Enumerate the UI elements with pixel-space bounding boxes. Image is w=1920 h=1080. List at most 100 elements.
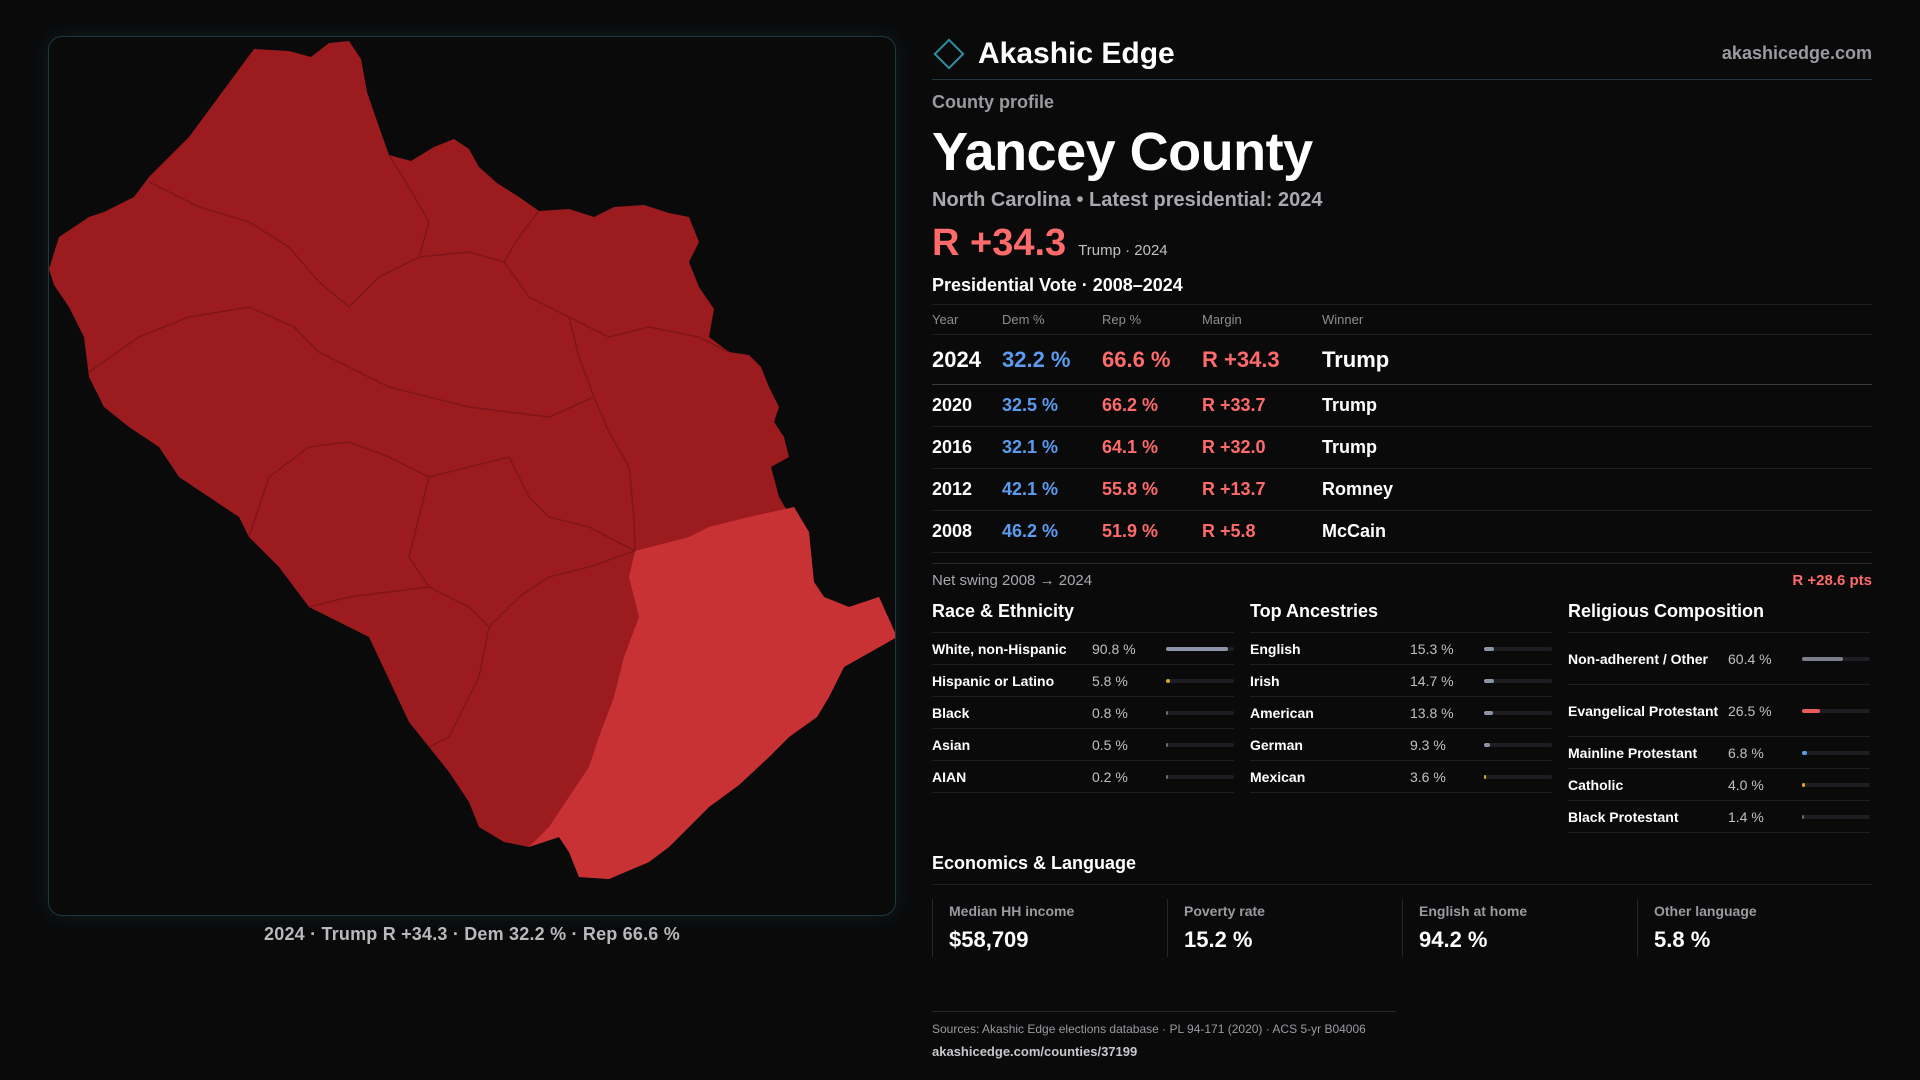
brand[interactable]: Akashic Edge xyxy=(932,37,1175,71)
cell-rep: 66.6 % xyxy=(1102,334,1202,385)
race-ethnicity-section: Race & Ethnicity White, non-Hispanic 90.… xyxy=(932,601,1234,833)
item-bar xyxy=(1166,710,1234,715)
item-label: White, non-Hispanic xyxy=(932,640,1067,657)
item-bar-fill xyxy=(1802,782,1805,787)
table-header-row: Year Dem % Rep % Margin Winner xyxy=(932,304,1872,335)
item-bar xyxy=(1484,646,1552,651)
latest-margin: R +34.3 Trump · 2024 xyxy=(932,222,1872,265)
list-item: Evangelical Protestant 26.5 % xyxy=(1568,685,1870,737)
list-item: AIAN 0.2 % xyxy=(932,761,1234,793)
item-bar xyxy=(1166,774,1234,779)
list-item: Hispanic or Latino 5.8 % xyxy=(932,665,1234,697)
table-row: 2012 42.1 % 55.8 % R +13.7 Romney xyxy=(932,468,1872,511)
item-label: Black Protestant xyxy=(1568,808,1679,825)
map-caption: 2024 · Trump R +34.3 · Dem 32.2 % · Rep … xyxy=(264,924,680,944)
item-bar xyxy=(1802,750,1870,755)
cell-year: 2024 xyxy=(932,334,1002,385)
item-label: AIAN xyxy=(932,768,967,785)
item-value: 0.5 % xyxy=(1092,736,1128,753)
item-value: 1.4 % xyxy=(1728,808,1764,825)
cell-dem: 32.2 % xyxy=(1002,334,1102,385)
item-value: 13.8 % xyxy=(1410,704,1454,721)
item-bar xyxy=(1166,678,1234,683)
stat-card: English at home 94.2 % xyxy=(1402,899,1637,957)
list-item: Asian 0.5 % xyxy=(932,729,1234,761)
stat-card: Poverty rate 15.2 % xyxy=(1167,899,1402,957)
list-item: Mexican 3.6 % xyxy=(1250,761,1552,793)
item-label: Hispanic or Latino xyxy=(932,672,1055,689)
cell-margin: R +33.7 xyxy=(1202,384,1322,427)
brand-header: Akashic Edge akashicedge.com xyxy=(932,28,1872,80)
cell-dem: 42.1 % xyxy=(1002,468,1102,511)
item-bar-fill xyxy=(1484,710,1494,715)
item-bar-fill xyxy=(1166,646,1228,651)
item-value: 5.8 % xyxy=(1092,672,1128,689)
item-bar xyxy=(1802,814,1870,819)
item-label: Evangelical Protestant xyxy=(1568,702,1719,719)
presidential-vote-table: Year Dem % Rep % Margin Winner 2024 32.2… xyxy=(932,304,1872,553)
item-value: 90.8 % xyxy=(1092,640,1136,657)
item-bar xyxy=(1802,708,1870,713)
sources-text: Sources: Akashic Edge elections database… xyxy=(932,1022,1366,1036)
item-bar-fill xyxy=(1166,774,1169,779)
list-item: German 9.3 % xyxy=(1250,729,1552,761)
cell-dem: 46.2 % xyxy=(1002,510,1102,553)
item-bar-fill xyxy=(1802,708,1821,713)
cell-year: 2020 xyxy=(932,384,1002,427)
religion-title: Religious Composition xyxy=(1568,601,1870,633)
latest-margin-note: Trump · 2024 xyxy=(1078,242,1168,259)
stat-label: Other language xyxy=(1654,903,1757,919)
cell-margin: R +13.7 xyxy=(1202,468,1322,511)
item-value: 14.7 % xyxy=(1410,672,1454,689)
stat-value: 15.2 % xyxy=(1184,927,1253,952)
economics-title: Economics & Language xyxy=(932,853,1872,885)
cell-dem: 32.5 % xyxy=(1002,384,1102,427)
item-bar xyxy=(1166,742,1234,747)
ancestries-section: Top Ancestries English 15.3 % Irish 14.7… xyxy=(1250,601,1552,833)
source-url-link[interactable]: akashicedge.com/counties/37199 xyxy=(932,1044,1138,1059)
item-bar-fill xyxy=(1484,774,1487,779)
table-row: 2016 32.1 % 64.1 % R +32.0 Trump xyxy=(932,426,1872,469)
item-label: Mainline Protestant xyxy=(1568,744,1698,761)
item-label: Mexican xyxy=(1250,768,1306,785)
eyebrow: County profile xyxy=(932,92,1054,112)
diamond-logo-icon xyxy=(933,37,965,70)
item-label: American xyxy=(1250,704,1314,721)
stat-value: 5.8 % xyxy=(1654,927,1711,952)
list-item: American 13.8 % xyxy=(1250,697,1552,729)
cell-margin: R +34.3 xyxy=(1202,334,1322,385)
latest-margin-value: R +34.3 xyxy=(932,222,1067,264)
stat-label: Median HH income xyxy=(949,903,1075,919)
cell-winner: McCain xyxy=(1322,510,1872,553)
cell-winner: Trump xyxy=(1322,384,1872,427)
item-label: German xyxy=(1250,736,1303,753)
col-header-dem: Dem % xyxy=(1002,304,1102,335)
list-item: Black Protestant 1.4 % xyxy=(1568,801,1870,833)
county-map xyxy=(49,41,895,879)
list-item: Catholic 4.0 % xyxy=(1568,769,1870,801)
stat-value: 94.2 % xyxy=(1419,927,1488,952)
stat-label: English at home xyxy=(1419,903,1528,919)
presidential-vote-title: Presidential Vote · 2008–2024 xyxy=(932,275,1183,295)
item-label: Non-adherent / Other xyxy=(1568,650,1709,667)
brand-url-link[interactable]: akashicedge.com xyxy=(1721,43,1872,63)
item-label: Asian xyxy=(932,736,971,753)
item-value: 26.5 % xyxy=(1728,702,1772,719)
cell-year: 2012 xyxy=(932,468,1002,511)
item-value: 15.3 % xyxy=(1410,640,1454,657)
profile-panel: Akashic Edge akashicedge.com County prof… xyxy=(932,28,1872,1059)
list-item: Mainline Protestant 6.8 % xyxy=(1568,737,1870,769)
net-swing-label: Net swing 2008 → 2024 xyxy=(932,572,1093,589)
item-bar-fill xyxy=(1802,656,1844,661)
item-label: Irish xyxy=(1250,672,1280,689)
cell-year: 2016 xyxy=(932,426,1002,469)
list-item: Black 0.8 % xyxy=(932,697,1234,729)
item-bar xyxy=(1166,646,1234,651)
stat-card: Median HH income $58,709 xyxy=(932,899,1167,957)
item-label: Black xyxy=(932,704,970,721)
item-bar-fill xyxy=(1166,710,1169,715)
table-row: 2020 32.5 % 66.2 % R +33.7 Trump xyxy=(932,384,1872,427)
item-bar xyxy=(1802,656,1870,661)
stat-card: Other language 5.8 % xyxy=(1637,899,1872,957)
page-subtitle: North Carolina • Latest presidential: 20… xyxy=(932,189,1323,211)
